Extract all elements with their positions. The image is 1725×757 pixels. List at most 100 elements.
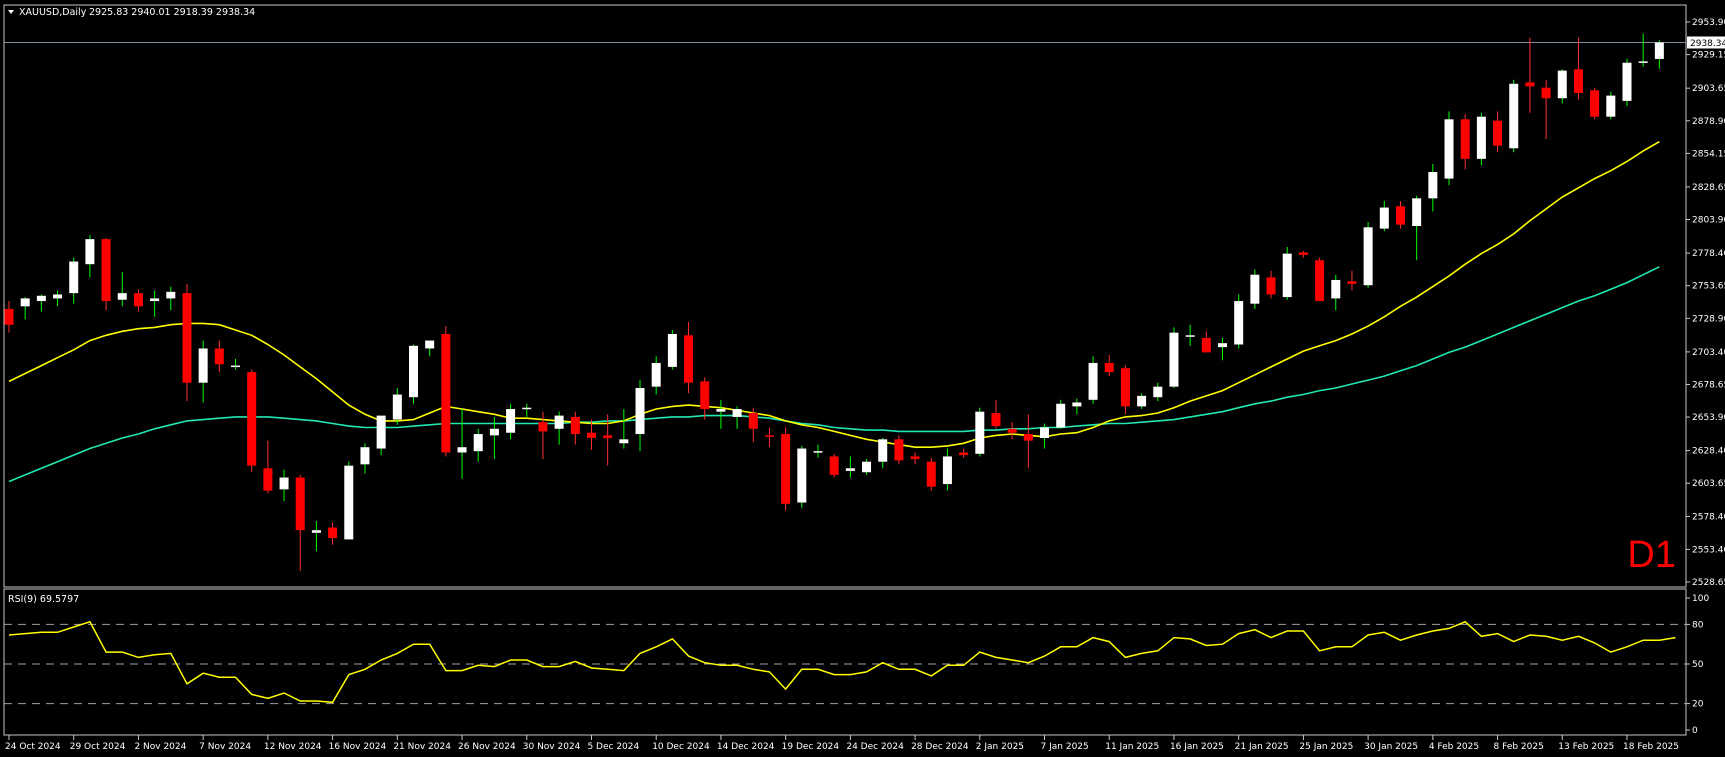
time-tick-label: 19 Dec 2024 <box>782 742 840 752</box>
candle-body <box>603 435 613 438</box>
candle-body <box>85 239 95 265</box>
bull-candle <box>117 272 127 307</box>
candle-body <box>1590 90 1600 117</box>
candle-body <box>150 298 160 302</box>
bear-candle <box>603 414 613 466</box>
bear-candle <box>684 322 694 394</box>
rsi-axis: 100 80 50 20 0 <box>4 594 1709 736</box>
last-price-tag <box>1687 36 1725 49</box>
bull-candle <box>506 403 516 440</box>
bear-candle <box>214 340 224 373</box>
bull-candle <box>975 407 985 457</box>
candle-body <box>1331 279 1341 299</box>
bull-candle <box>279 469 289 502</box>
bull-candle <box>651 356 661 395</box>
bull-candle <box>392 387 402 425</box>
candle-body <box>1153 386 1163 398</box>
bull-candle <box>716 399 726 429</box>
bear-candle <box>570 411 580 445</box>
bear-candle <box>1266 270 1276 299</box>
bull-candle <box>1234 294 1244 349</box>
rsi-tick-label: 50 <box>1692 660 1704 670</box>
bear-candle <box>700 377 710 420</box>
bull-candle <box>425 340 435 357</box>
time-tick-label: 26 Nov 2024 <box>458 742 516 752</box>
candle-body <box>4 308 14 325</box>
last-price-line: 2938.34 <box>4 36 1725 49</box>
bear-candle <box>182 283 192 402</box>
bull-candle <box>732 406 742 429</box>
time-axis: 24 Oct 2024 29 Oct 2024 2 Nov 2024 7 Nov 20… <box>5 735 1679 752</box>
bear-candle <box>538 411 548 460</box>
price-tick-label: 2603.65 <box>1692 479 1725 489</box>
bull-candle <box>1509 79 1519 153</box>
candle-body <box>813 451 823 453</box>
candle-body <box>1493 120 1503 146</box>
bear-candle <box>1201 331 1211 353</box>
candle-body <box>651 362 661 387</box>
candle-body <box>1638 61 1648 63</box>
bear-candle <box>910 452 920 465</box>
bull-candle <box>1137 393 1147 410</box>
candle-body <box>781 434 791 504</box>
bull-candle <box>1476 112 1486 166</box>
candle-body <box>1557 70 1567 99</box>
symbol-header[interactable]: XAUUSD,Daily 2925.83 2940.01 2918.39 293… <box>8 7 255 18</box>
bull-candle <box>1088 356 1098 404</box>
candle-body <box>457 447 467 453</box>
bull-candle <box>878 438 888 469</box>
price-tick-label: 2753.65 <box>1692 282 1725 292</box>
bull-candle <box>311 520 321 552</box>
price-tick-label: 2878.90 <box>1692 117 1725 127</box>
price-tick-label: 2803.90 <box>1692 216 1725 226</box>
bull-candle <box>473 428 483 462</box>
bear-candle <box>441 326 451 457</box>
bear-candle <box>1460 114 1470 170</box>
price-tick-label: 2778.40 <box>1692 249 1725 259</box>
candle-body <box>991 412 1001 427</box>
price-tick-label: 2953.90 <box>1692 18 1725 28</box>
price-tick-label: 2728.90 <box>1692 314 1725 324</box>
time-tick-label: 24 Oct 2024 <box>5 742 61 752</box>
candle-body <box>311 530 321 533</box>
candle-body <box>829 456 839 475</box>
candle-body <box>1509 83 1519 149</box>
bear-candle <box>991 399 1001 429</box>
price-tick-label: 2653.90 <box>1692 413 1725 423</box>
time-tick-label: 18 Feb 2025 <box>1623 742 1679 752</box>
bull-candle <box>85 235 95 278</box>
bear-candle <box>1023 414 1033 469</box>
bull-candle <box>1218 337 1227 361</box>
candle-body <box>36 295 46 302</box>
candle-body <box>231 365 241 368</box>
bear-candle <box>133 289 143 312</box>
bear-candle <box>1590 87 1600 120</box>
bull-candle <box>1428 164 1438 212</box>
bull-candle <box>942 448 952 491</box>
candle-body <box>1525 82 1535 87</box>
price-tick-label: 2854.15 <box>1692 149 1725 159</box>
bull-candle <box>1654 40 1664 69</box>
candle-body <box>182 293 192 383</box>
time-tick-label: 21 Jan 2025 <box>1235 742 1289 752</box>
candle-body <box>166 291 176 299</box>
bear-candle <box>1541 79 1551 140</box>
bull-candle <box>457 409 467 479</box>
bear-candle <box>829 453 839 478</box>
candle-body <box>570 416 580 435</box>
bear-candle <box>1493 111 1503 153</box>
bear-candle <box>1007 422 1017 440</box>
bull-candle <box>813 444 823 458</box>
time-tick-label: 30 Jan 2025 <box>1364 742 1418 752</box>
candle-body <box>392 394 402 420</box>
bear-candle <box>247 369 257 473</box>
timeframe-badge: D1 <box>1627 534 1676 576</box>
bull-candle <box>150 290 160 317</box>
collapse-triangle-icon[interactable] <box>8 10 14 14</box>
time-tick-label: 28 Dec 2024 <box>911 742 969 752</box>
rsi-line <box>8 620 1676 704</box>
candle-body <box>1606 95 1616 117</box>
bull-candle <box>1622 58 1632 107</box>
candle-body <box>1315 260 1325 302</box>
candle-body <box>845 468 855 471</box>
